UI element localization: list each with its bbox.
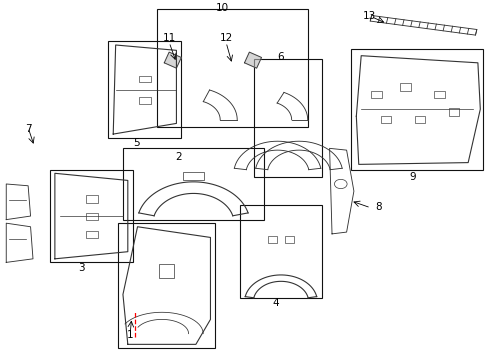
Bar — [448, 108, 458, 116]
Text: 2: 2 — [175, 152, 182, 162]
Text: 1: 1 — [127, 330, 133, 341]
Bar — [85, 195, 98, 203]
Bar — [139, 98, 150, 104]
Text: 11: 11 — [162, 33, 175, 43]
Bar — [285, 237, 293, 243]
Text: 8: 8 — [374, 202, 381, 212]
Text: 5: 5 — [133, 138, 140, 148]
Text: 6: 6 — [277, 53, 284, 63]
Bar — [380, 116, 390, 123]
Bar — [370, 91, 381, 98]
Bar — [433, 91, 444, 98]
Text: 7: 7 — [25, 124, 31, 134]
Bar — [267, 237, 276, 243]
Bar — [414, 116, 425, 123]
Bar — [159, 264, 174, 278]
Text: 13: 13 — [362, 11, 375, 21]
Text: 12: 12 — [219, 33, 232, 43]
Bar — [399, 84, 410, 91]
Text: 4: 4 — [272, 298, 279, 309]
Bar — [183, 171, 203, 180]
Text: 9: 9 — [408, 172, 415, 182]
Bar — [85, 213, 98, 220]
Bar — [85, 231, 98, 238]
Polygon shape — [164, 52, 181, 68]
Polygon shape — [244, 52, 261, 68]
Bar — [139, 76, 150, 82]
Text: 3: 3 — [78, 263, 85, 273]
Text: 10: 10 — [216, 3, 229, 13]
